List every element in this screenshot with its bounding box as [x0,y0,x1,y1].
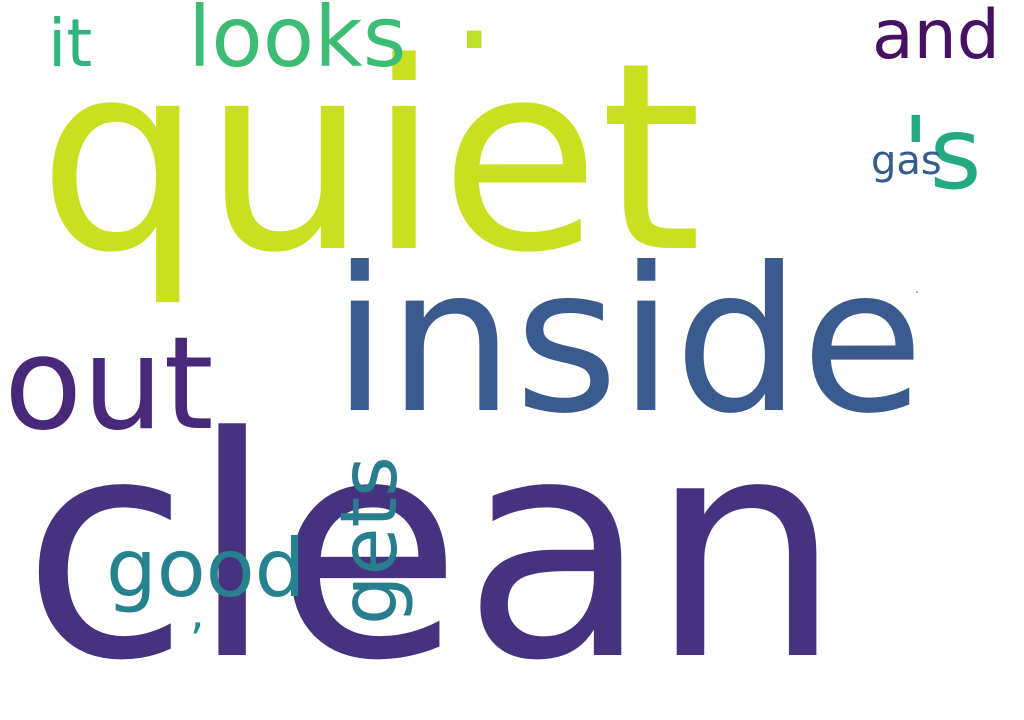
word-out: out [4,310,214,459]
word-it: it [48,5,92,82]
word-gets: gets [325,456,415,625]
word-gas: gas [871,138,942,184]
word-inside: inside [332,225,924,458]
word-period-large: . [452,0,497,82]
word-looks: looks [188,0,407,86]
word-quiet: quiet [38,8,702,310]
word-comma: , [190,585,205,639]
word-period-small: . [915,282,919,296]
word-and: and [872,0,1000,75]
word-good: good [106,522,305,615]
word-apostrophe-s: 's [902,95,982,212]
word-clean: clean [22,372,842,720]
